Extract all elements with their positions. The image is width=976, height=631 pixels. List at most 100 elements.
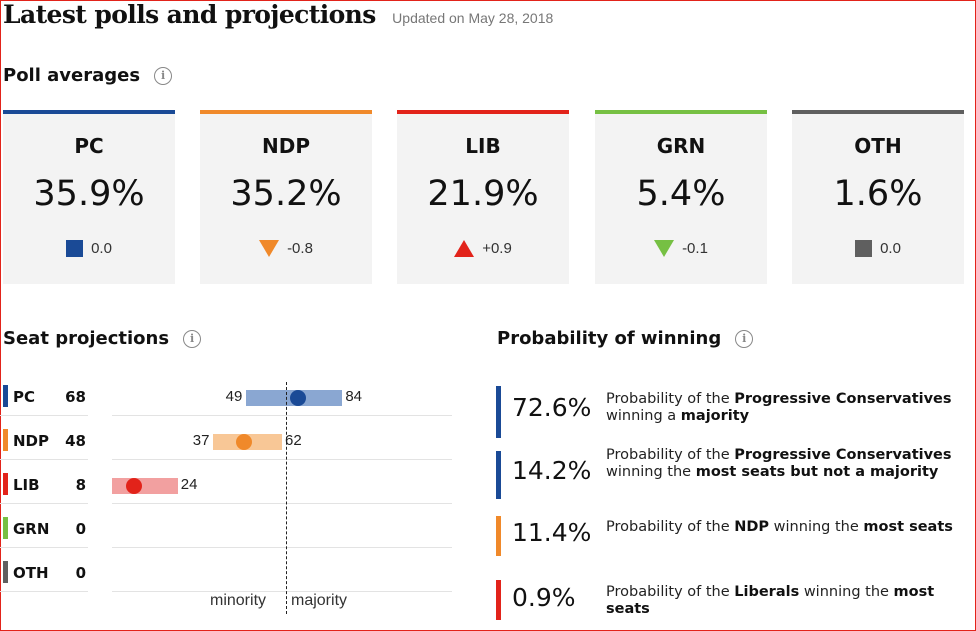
probability-row: 14.2% Probability of the Progressive Cons… [496, 447, 966, 499]
party-color-mark [3, 561, 8, 583]
seat-row-pc: PC 68 49 84 [0, 383, 460, 427]
party-color-bar [3, 110, 175, 114]
party-color-mark [3, 517, 8, 539]
no-change-icon [66, 240, 84, 257]
poll-value: 1.6% [833, 174, 923, 214]
seat-count: 0 [75, 564, 86, 582]
text-part: Probability of the [606, 584, 735, 600]
party-name: GRN [13, 520, 50, 538]
info-icon[interactable]: i [154, 67, 173, 85]
majority-threshold-line [286, 382, 287, 614]
info-icon[interactable]: i [735, 330, 754, 348]
probability-row: 11.4% Probability of the NDP winning the … [496, 516, 966, 556]
seat-projections-title: Seat projections [3, 328, 170, 349]
poll-averages-heading: Poll averages i [3, 65, 173, 86]
party-name: NDP [13, 432, 49, 450]
party-color-bar [496, 580, 501, 620]
outcome-emphasis: most seats [606, 584, 935, 617]
probability-row: 72.6% Probability of the Progressive Cons… [496, 386, 966, 438]
outcome-emphasis: most seats [863, 519, 953, 535]
change-value: 0.0 [880, 240, 901, 257]
text-part: Probability of the [606, 447, 735, 463]
party-color-bar [200, 110, 372, 114]
row-divider [0, 459, 88, 460]
poll-change: 0.0 [792, 240, 964, 257]
seat-row-ndp: NDP 48 37 62 [0, 427, 460, 471]
seat-projection-point [290, 390, 307, 406]
seat-row-grn: GRN 0 [0, 515, 460, 559]
poll-value: 5.4% [636, 174, 726, 214]
party-name: GRN [656, 134, 706, 158]
change-up-icon [454, 240, 475, 257]
row-divider [112, 459, 452, 460]
party-color-bar [397, 110, 569, 114]
party-color-bar [792, 110, 964, 114]
probability-value: 11.4% [512, 518, 592, 547]
probability-description: Probability of the Liberals winning the … [606, 584, 956, 618]
probability-description: Probability of the Progressive Conservat… [606, 391, 956, 425]
party-color-bar [595, 110, 767, 114]
party-color-mark [3, 429, 8, 451]
probability-row: 0.9% Probability of the Liberals winning … [496, 580, 966, 620]
party-emphasis: Progressive Conservatives [734, 391, 952, 407]
range-low-label: 49 [225, 388, 243, 405]
probability-description: Probability of the NDP winning the most … [606, 519, 956, 536]
seat-count: 8 [75, 476, 86, 494]
change-down-icon [654, 240, 675, 257]
poll-change: -0.8 [200, 240, 372, 257]
party-color-mark [3, 473, 8, 495]
text-part: Probability of the [606, 391, 735, 407]
party-color-bar [496, 386, 501, 438]
change-value: -0.8 [287, 240, 313, 257]
poll-change: -0.1 [595, 240, 767, 257]
poll-card-pc: PC 35.9% 0.0 [3, 110, 175, 284]
probability-description: Probability of the Progressive Conservat… [606, 447, 956, 481]
row-divider [112, 591, 452, 592]
poll-change: +0.9 [397, 240, 569, 257]
seat-range-bar [112, 478, 178, 494]
row-divider [112, 503, 452, 504]
seat-row-oth: OTH 0 [0, 559, 460, 603]
majority-label: majority [291, 592, 348, 609]
row-divider [0, 547, 88, 548]
poll-value: 21.9% [427, 174, 539, 214]
probability-heading: Probability of winning i [497, 328, 754, 349]
row-divider [112, 415, 452, 416]
range-high-label: 24 [180, 476, 198, 493]
poll-card-grn: GRN 5.4% -0.1 [595, 110, 767, 284]
change-down-icon [259, 240, 280, 257]
party-name: NDP [262, 134, 310, 158]
probability-value: 14.2% [512, 456, 592, 485]
party-name: PC [74, 134, 104, 158]
seat-row-lib: LIB 8 24 [0, 471, 460, 515]
party-name: LIB [465, 134, 501, 158]
text-part: winning a [606, 408, 681, 424]
row-divider [112, 547, 452, 548]
poll-value: 35.2% [230, 174, 342, 214]
text-part: winning the [799, 584, 894, 600]
info-icon[interactable]: i [183, 330, 202, 348]
seat-count: 0 [75, 520, 86, 538]
party-color-bar [496, 451, 501, 499]
seat-count: 68 [65, 388, 86, 406]
range-high-label: 84 [345, 388, 362, 405]
range-low-label: 37 [192, 432, 210, 449]
outcome-emphasis: most seats but not a majority [695, 464, 939, 480]
seat-projections-heading: Seat projections i [3, 328, 202, 349]
minority-label: minority [210, 592, 267, 609]
seat-projection-point [125, 478, 142, 494]
party-name: OTH [854, 134, 902, 158]
poll-value: 35.9% [33, 174, 145, 214]
seat-projection-point [235, 434, 252, 450]
text-part: winning the [606, 464, 696, 480]
range-high-label: 62 [285, 432, 302, 449]
change-value: -0.1 [682, 240, 708, 257]
row-divider [0, 591, 88, 592]
party-color-mark [3, 385, 8, 407]
party-emphasis: NDP [734, 519, 770, 535]
probability-value: 0.9% [512, 583, 576, 612]
poll-averages-title: Poll averages [3, 65, 141, 86]
seat-count: 48 [65, 432, 86, 450]
party-emphasis: Liberals [734, 584, 800, 600]
poll-change: 0.0 [3, 240, 175, 257]
